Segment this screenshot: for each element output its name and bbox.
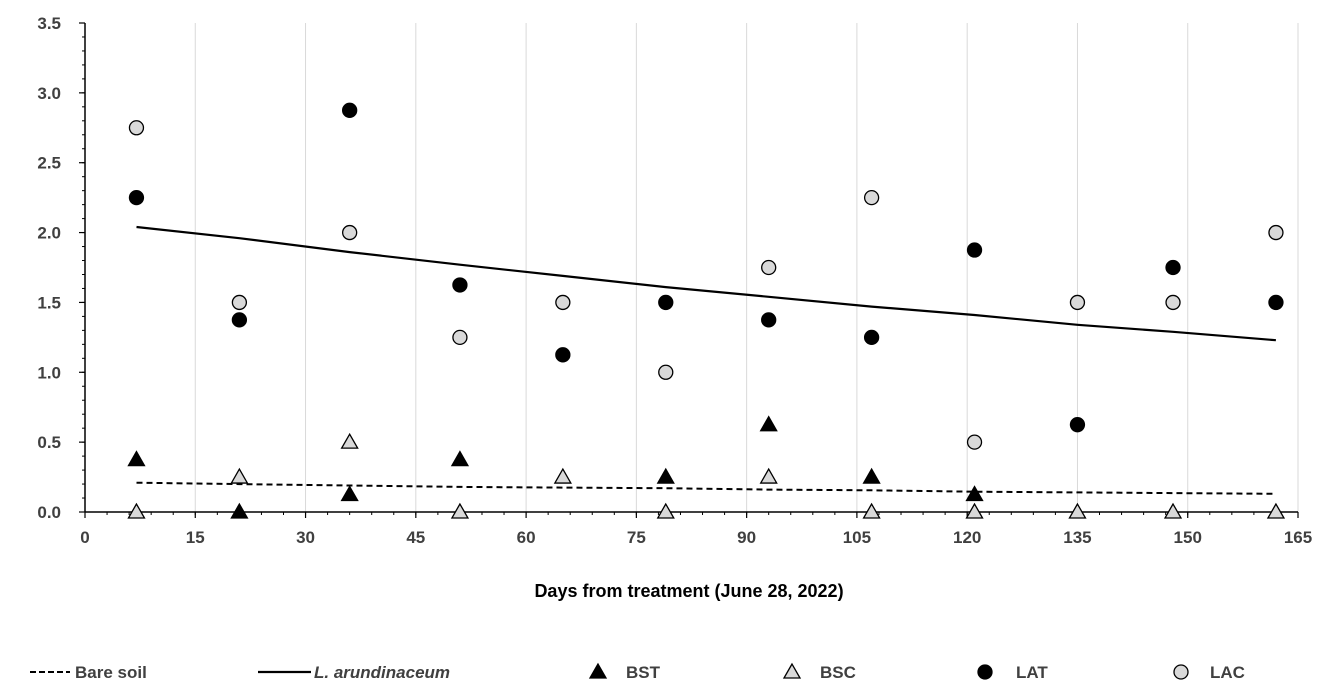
point-bsc (1266, 502, 1286, 519)
y-tick-label: 1.0 (37, 363, 61, 382)
point-lac (658, 364, 674, 380)
legend-label: L. arundinaceum (314, 663, 450, 682)
point-lat (342, 102, 358, 118)
point-bsc (1163, 502, 1183, 519)
gridlines (194, 23, 1299, 512)
point-lat (452, 277, 468, 293)
legend-label: BSC (820, 663, 856, 682)
point-lac (555, 294, 571, 311)
point-lac (1165, 294, 1181, 311)
trendline-bare-soil (136, 481, 1276, 495)
x-tick-label: 165 (1284, 528, 1312, 547)
legend-label: Bare soil (75, 663, 147, 682)
legend-symbol-triangle-open (782, 662, 802, 679)
point-bsc (553, 467, 572, 484)
point-bst (127, 450, 146, 467)
point-lac (761, 259, 777, 276)
point-lac (452, 329, 468, 346)
point-lac (342, 224, 358, 241)
y-tick-label: 0.5 (37, 433, 61, 452)
point-bsc (965, 502, 984, 519)
x-tick-label: 120 (953, 528, 981, 547)
point-lat (231, 312, 248, 328)
x-tick-label: 60 (517, 528, 536, 547)
trendlines (136, 225, 1276, 495)
point-lat (863, 329, 880, 346)
x-tick-labels: 0 15 30 45 60 75 90 105 120 135 150 165 (80, 528, 1312, 547)
point-bst (340, 485, 359, 502)
point-lac (128, 120, 145, 136)
point-lat (1268, 294, 1284, 311)
point-lat (555, 347, 571, 363)
point-bst (230, 502, 249, 519)
point-lat (966, 242, 983, 258)
legend-symbol-circle-filled (977, 664, 993, 680)
y-tick-label: 1.5 (37, 293, 61, 312)
legend-label: BST (626, 663, 661, 682)
x-tick-label: 105 (843, 528, 871, 547)
point-bst (965, 485, 984, 502)
y-tick-label: 3.0 (37, 84, 61, 103)
point-lac (966, 434, 983, 450)
x-tick-label: 135 (1063, 528, 1091, 547)
x-tick-label: 75 (627, 528, 646, 547)
point-lat (658, 294, 674, 311)
point-lat (128, 189, 145, 206)
x-tick-label: 150 (1174, 528, 1202, 547)
legend-item-bst: BST (588, 662, 661, 682)
legend-label: LAC (1210, 663, 1245, 682)
point-bsc (340, 432, 359, 449)
point-bst (450, 450, 470, 467)
point-bsc (230, 467, 249, 484)
y-tick-labels: 0.0 0.5 1.0 1.5 2.0 2.5 3.0 3.5 (37, 14, 61, 522)
x-axis-title: Days from treatment (June 28, 2022) (534, 581, 843, 601)
y-tick-label: 0.0 (37, 503, 61, 522)
point-bsc (450, 502, 470, 519)
legend: Bare soil L. arundinaceum BST BSC LAT LAC (30, 662, 1245, 682)
y-tick-label: 3.5 (37, 14, 61, 33)
legend-item-bsc: BSC (782, 662, 856, 682)
point-lac (863, 189, 880, 206)
point-bst (759, 415, 778, 432)
x-tick-label: 0 (80, 528, 89, 547)
x-tick-label: 45 (406, 528, 425, 547)
point-bsc (1068, 502, 1087, 519)
legend-item-lac: LAC (1173, 663, 1245, 682)
y-tick-label: 2.5 (37, 154, 61, 173)
legend-item-l-arundinaceum: L. arundinaceum (258, 663, 450, 682)
trendline-l-arundinaceum (136, 225, 1276, 342)
point-lac (1069, 294, 1086, 311)
y-tick-label: 2.0 (37, 224, 61, 243)
point-lat (1165, 259, 1181, 276)
legend-symbol-circle-open (1173, 664, 1189, 680)
point-bsc (862, 502, 881, 519)
point-bst (656, 467, 675, 484)
data-points (127, 102, 1286, 519)
x-tick-label: 30 (296, 528, 315, 547)
point-bst (862, 467, 881, 484)
point-lat (761, 312, 777, 328)
point-bsc (759, 467, 778, 484)
axes (79, 22, 1299, 518)
point-bsc (656, 502, 675, 519)
legend-symbol-triangle-filled (588, 662, 608, 679)
point-lac (1268, 224, 1284, 241)
point-bsc (127, 502, 146, 519)
legend-item-lat: LAT (977, 663, 1048, 682)
legend-label: LAT (1016, 663, 1048, 682)
legend-item-bare-soil: Bare soil (30, 663, 147, 682)
x-tick-label: 90 (737, 528, 756, 547)
point-lac (231, 294, 248, 311)
x-tick-label: 15 (186, 528, 205, 547)
point-lat (1069, 417, 1086, 433)
